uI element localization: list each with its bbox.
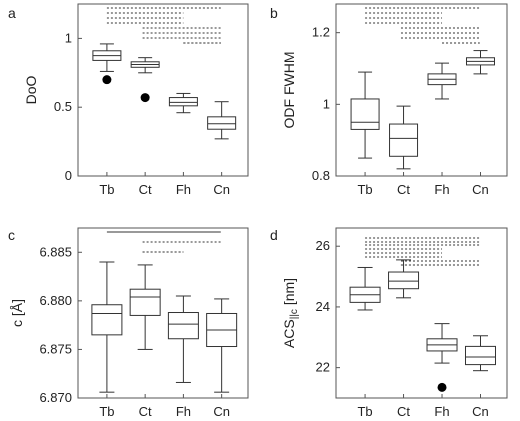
- box-Tb: [349, 266, 381, 311]
- box-iqr: [167, 312, 199, 340]
- y-tick-label: 6.875: [39, 341, 72, 356]
- y-tick-label: 24: [316, 299, 330, 314]
- box-iqr: [91, 304, 123, 336]
- x-tick-label: Tb: [357, 182, 372, 197]
- plot-frame: [335, 227, 508, 399]
- plot-frame: [77, 227, 249, 399]
- x-tick-label: Ct: [397, 182, 410, 197]
- chart-panel-a: a DoO 0 0.5 1 Tb Ct Fh Cn: [8, 3, 249, 197]
- box-Fh: [168, 92, 198, 114]
- x-tick-label: Cn: [472, 182, 489, 197]
- outlier-point: [437, 382, 447, 392]
- box-Cn: [206, 298, 238, 393]
- box-iqr: [350, 98, 380, 130]
- y-axis-label: c [Å]: [9, 299, 25, 327]
- x-tick-label: Ct: [397, 404, 410, 419]
- plot-frame: [335, 3, 508, 177]
- y-tick-label: 0.5: [54, 99, 72, 114]
- outlier-point: [140, 93, 150, 103]
- box-iqr: [464, 345, 496, 366]
- box-iqr: [168, 97, 198, 107]
- x-tick-label: Tb: [99, 404, 114, 419]
- panel-letter: b: [270, 5, 278, 21]
- box-iqr: [129, 288, 161, 316]
- y-tick-label: 26: [316, 238, 330, 253]
- y-tick-label: 0: [65, 168, 72, 183]
- box-iqr: [207, 116, 237, 130]
- x-tick-label: Ct: [139, 182, 152, 197]
- y-tick-label: 1.2: [312, 25, 330, 40]
- x-tick-label: Cn: [213, 404, 230, 419]
- y-axis-label: DoO: [23, 76, 39, 105]
- y-tick-label: 1: [65, 30, 72, 45]
- box-Ct: [389, 105, 419, 170]
- x-tick-label: Fh: [176, 182, 191, 197]
- box-Ct: [129, 264, 161, 350]
- x-tick-label: Cn: [213, 182, 230, 197]
- y-tick-label: 1: [323, 96, 330, 111]
- x-tick-label: Ct: [139, 404, 152, 419]
- box-Tb: [91, 261, 123, 393]
- y-tick-label: 6.870: [39, 390, 72, 405]
- x-tick-label: Tb: [357, 404, 372, 419]
- x-tick-label: Tb: [99, 182, 114, 197]
- panel-letter: a: [8, 5, 16, 21]
- box-iqr: [388, 271, 420, 290]
- y-tick-label: 0.8: [312, 168, 330, 183]
- chart-panel-c: c c [Å] 6.870 6.875 6.880 6.885 Tb Ct Fh Cn: [8, 227, 249, 419]
- y-tick-label: 6.885: [39, 244, 72, 259]
- y-tick-label: 6.880: [39, 293, 72, 308]
- x-tick-label: Fh: [176, 404, 191, 419]
- chart-panel-b: b ODF FWHM 0.8 1 1.2 Tb Ct Fh Cn: [270, 3, 508, 197]
- box-Fh: [426, 323, 458, 392]
- y-tick-label: 22: [316, 360, 330, 375]
- box-Ct: [130, 57, 160, 103]
- box-Fh: [427, 62, 457, 100]
- box-Cn: [465, 50, 495, 75]
- chart-panel-d: d ACS||c [nm] 22 24 26 Tb Ct Fh Cn: [270, 227, 508, 419]
- plot-frame: [77, 3, 249, 177]
- y-axis-label: ACS||c [nm]: [281, 278, 300, 348]
- x-tick-label: Cn: [472, 404, 489, 419]
- outlier-point: [102, 75, 112, 85]
- box-Tb: [92, 43, 122, 85]
- box-Fh: [167, 295, 199, 383]
- box-Cn: [464, 335, 496, 372]
- y-axis-label: ODF FWHM: [281, 52, 297, 129]
- panel-letter: d: [270, 227, 278, 243]
- x-tick-label: Fh: [434, 182, 449, 197]
- box-Tb: [350, 71, 380, 159]
- box-Ct: [388, 259, 420, 299]
- box-iqr: [389, 123, 419, 157]
- box-Cn: [207, 101, 237, 140]
- x-tick-label: Fh: [434, 404, 449, 419]
- panel-letter: c: [8, 227, 15, 243]
